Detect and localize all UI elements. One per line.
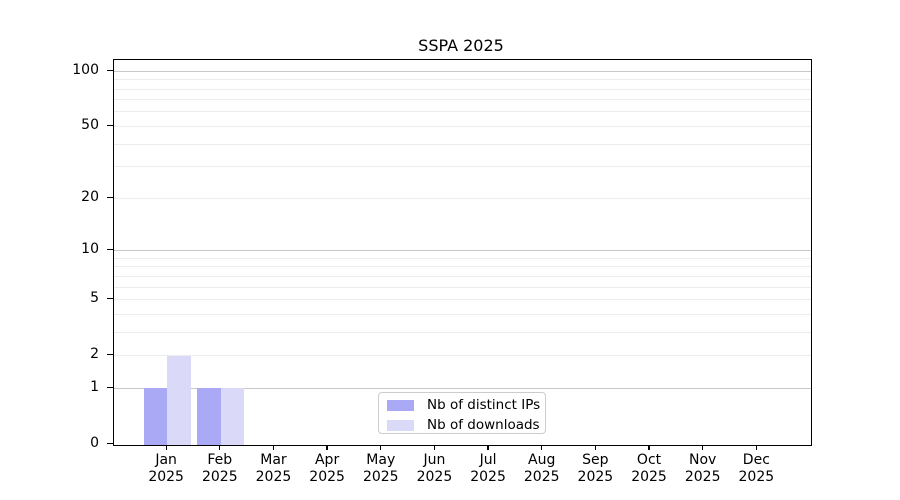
- y-tick-label-1: 1: [90, 378, 99, 395]
- x-tick-mark: [594, 444, 597, 450]
- minor-gridline: [113, 286, 811, 288]
- major-gridline: [113, 70, 811, 72]
- minor-gridline: [113, 257, 811, 259]
- x-tick-year: 2025: [255, 469, 292, 485]
- major-gridline: [113, 387, 811, 389]
- legend-label-distinct-ips: Nb of distinct IPs: [427, 397, 541, 413]
- x-tick-mark: [433, 444, 436, 450]
- y-tick-label-20: 20: [81, 188, 99, 205]
- x-tick-month: Oct: [636, 451, 662, 468]
- x-tick-year: 2025: [738, 469, 775, 485]
- x-tick-label-feb: Feb 2025: [184, 452, 256, 487]
- minor-gridline: [113, 266, 811, 268]
- x-tick-label-apr: Apr 2025: [291, 452, 363, 487]
- y-tick-mark: [107, 196, 113, 198]
- x-tick-month: Jun: [423, 451, 446, 468]
- x-tick-label-aug: Aug 2025: [506, 452, 578, 487]
- x-tick-mark: [165, 444, 167, 450]
- x-tick-label-jul: Jul 2025: [452, 452, 524, 487]
- y-tick-label-50: 50: [81, 116, 99, 133]
- minor-gridline: [113, 125, 811, 127]
- x-tick-month: Aug: [528, 451, 556, 468]
- y-tick-mark: [107, 297, 113, 300]
- x-tick-month: Feb: [207, 451, 233, 468]
- y-tick-label-0: 0: [90, 435, 99, 451]
- x-tick-month: May: [366, 451, 396, 468]
- x-tick-label-jun: Jun 2025: [398, 452, 470, 487]
- y-tick-mark: [107, 248, 113, 251]
- x-tick-year: 2025: [523, 469, 560, 485]
- x-tick-mark: [702, 444, 704, 450]
- y-tick-label-5: 5: [90, 290, 99, 307]
- x-tick-year: 2025: [684, 469, 721, 485]
- x-tick-year: 2025: [362, 469, 399, 485]
- legend-item-distinct-ips: Nb of distinct IPs: [379, 397, 545, 414]
- bar-feb-distinct-ips: [197, 388, 221, 445]
- legend: Nb of distinct IPs Nb of downloads: [378, 392, 546, 434]
- y-tick-mark: [107, 124, 113, 127]
- chart-title: SSPA 2025: [418, 36, 504, 55]
- x-tick-year: 2025: [416, 469, 453, 485]
- minor-gridline: [113, 331, 811, 333]
- y-tick-mark: [107, 442, 113, 445]
- x-tick-month: Jul: [479, 451, 497, 468]
- major-gridline: [113, 250, 811, 252]
- minor-gridline: [113, 166, 811, 168]
- x-tick-month: Apr: [314, 451, 340, 468]
- y-tick-label-2: 2: [90, 346, 99, 363]
- x-tick-mark: [755, 444, 757, 450]
- bar-jan-downloads: [167, 355, 191, 445]
- minor-gridline: [113, 111, 811, 113]
- minor-gridline: [113, 79, 811, 81]
- x-tick-mark: [380, 444, 382, 450]
- y-tick-mark: [107, 69, 113, 71]
- x-tick-mark: [487, 444, 489, 450]
- minor-gridline: [113, 299, 811, 301]
- x-tick-year: 2025: [577, 469, 614, 485]
- x-tick-label-jan: Jan 2025: [130, 452, 202, 487]
- y-tick-mark: [107, 353, 113, 356]
- x-tick-label-dec: Dec 2025: [720, 452, 792, 487]
- legend-swatch-downloads: [387, 420, 414, 431]
- minor-gridline: [113, 313, 811, 315]
- x-tick-year: 2025: [309, 469, 345, 485]
- x-tick-mark: [219, 444, 221, 450]
- x-tick-label-sep: Sep 2025: [559, 452, 631, 487]
- legend-swatch-distinct-ips: [387, 400, 414, 411]
- x-tick-year: 2025: [631, 469, 667, 485]
- minor-gridline: [113, 355, 811, 357]
- y-tick-mark: [107, 386, 113, 389]
- minor-gridline: [113, 88, 811, 90]
- x-tick-month: Nov: [689, 451, 717, 468]
- x-tick-year: 2025: [148, 469, 184, 485]
- minor-gridline: [113, 99, 811, 101]
- legend-item-downloads: Nb of downloads: [379, 417, 545, 434]
- x-tick-mark: [272, 444, 275, 450]
- x-tick-month: Jan: [155, 451, 177, 468]
- x-tick-label-oct: Oct 2025: [613, 452, 685, 487]
- legend-label-downloads: Nb of downloads: [427, 417, 540, 433]
- minor-gridline: [113, 275, 811, 277]
- plot-area: [112, 59, 812, 446]
- x-tick-mark: [541, 444, 543, 450]
- x-tick-label-may: May 2025: [345, 452, 417, 487]
- x-tick-month: Sep: [582, 451, 609, 468]
- bar-feb-downloads: [220, 388, 245, 445]
- x-tick-year: 2025: [470, 469, 506, 485]
- y-tick-label-100: 100: [72, 61, 99, 78]
- x-tick-month: Mar: [260, 451, 287, 468]
- x-tick-label-mar: Mar 2025: [237, 452, 309, 487]
- y-tick-label-10: 10: [81, 241, 99, 258]
- x-tick-label-nov: Nov 2025: [667, 452, 739, 487]
- bar-jan-distinct-ips: [143, 388, 168, 445]
- minor-gridline: [113, 197, 811, 199]
- x-tick-mark: [648, 444, 650, 450]
- x-tick-mark: [326, 444, 328, 450]
- x-tick-year: 2025: [201, 469, 238, 485]
- minor-gridline: [113, 143, 811, 145]
- x-tick-month: Dec: [742, 451, 770, 468]
